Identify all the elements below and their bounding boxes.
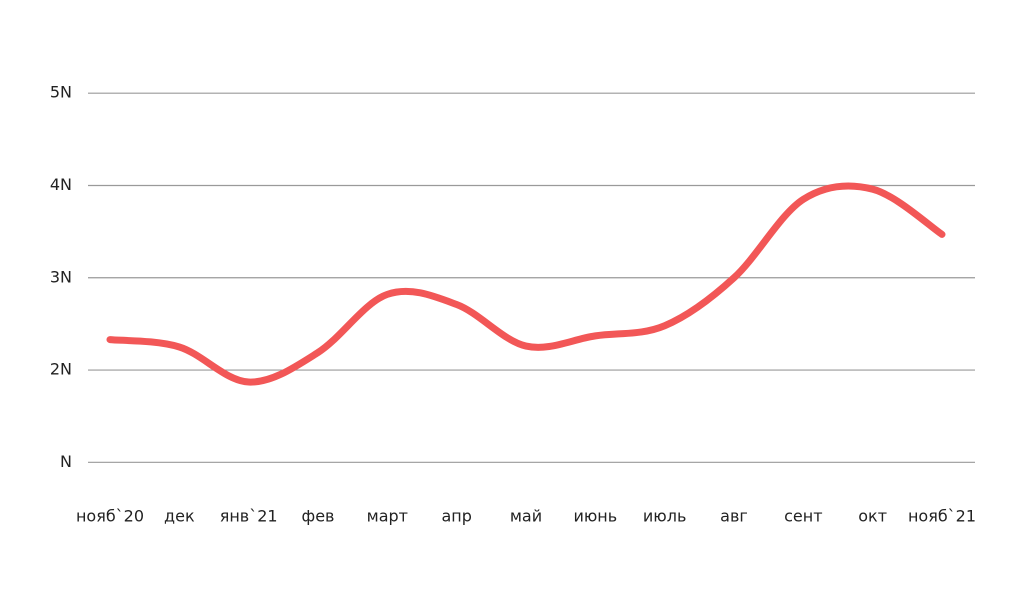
x-tick-label: дек: [164, 507, 195, 526]
x-tick-label: апр: [441, 507, 471, 526]
y-tick-label: 5N: [50, 83, 72, 102]
x-tick-label: окт: [858, 507, 887, 526]
y-tick-label: N: [60, 452, 72, 471]
x-tick-label: сент: [784, 507, 822, 526]
x-tick-label: июнь: [573, 507, 617, 526]
data-line: [106, 182, 946, 386]
x-tick-label: июль: [643, 507, 687, 526]
x-tick-label: май: [510, 507, 542, 526]
y-tick-label: 2N: [50, 360, 72, 379]
y-tick-label: 4N: [50, 175, 72, 194]
x-tick-label: нояб`20: [76, 507, 144, 526]
x-tick-label: нояб`21: [908, 507, 976, 526]
x-tick-label: янв`21: [220, 507, 278, 526]
x-tick-label: фев: [302, 507, 335, 526]
y-tick-label: 3N: [50, 267, 72, 286]
x-tick-label: авг: [720, 507, 748, 526]
x-tick-label: март: [367, 507, 408, 526]
